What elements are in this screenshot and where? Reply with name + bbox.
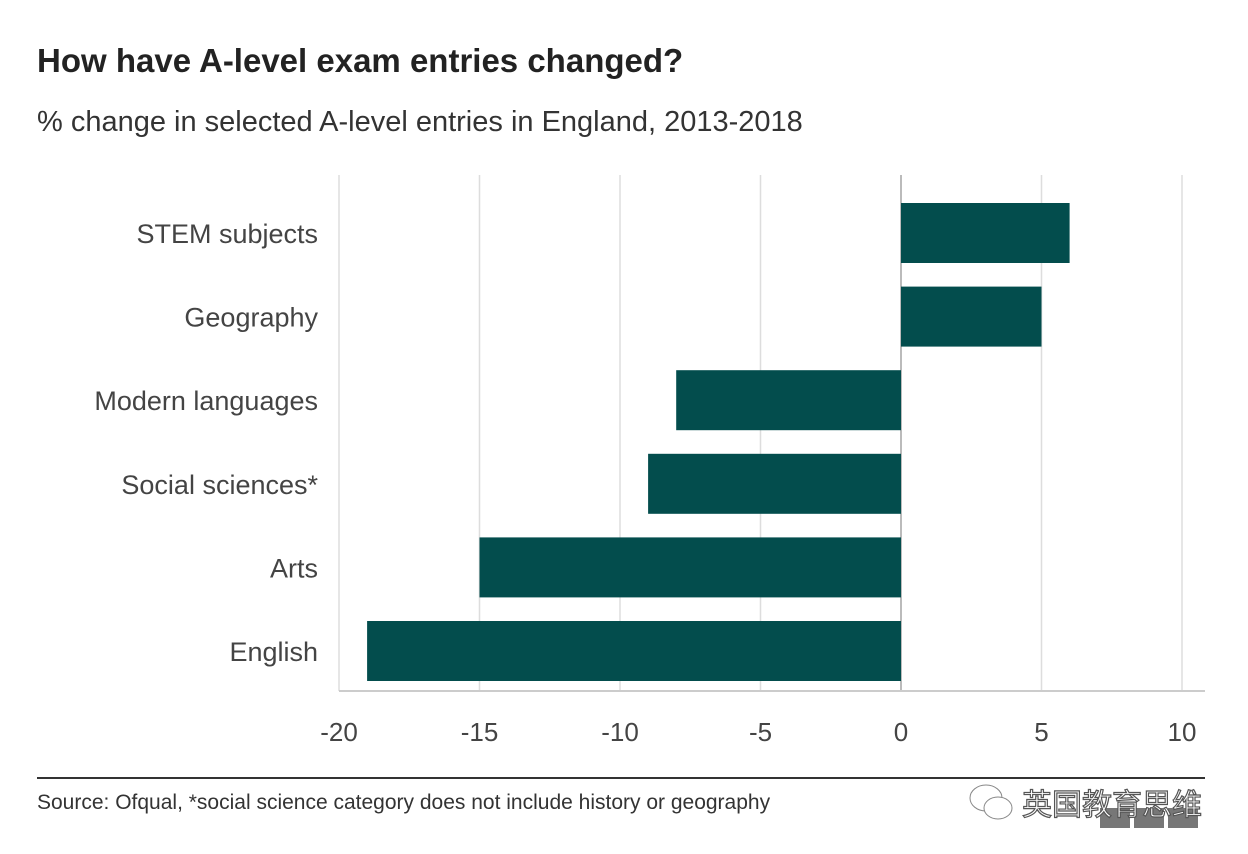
x-tick-label: -10 xyxy=(601,717,639,747)
bar xyxy=(648,453,901,514)
bbc-logo xyxy=(1100,808,1198,828)
chart-title: How have A-level exam entries changed? xyxy=(37,42,684,79)
category-label: Social sciences* xyxy=(121,470,318,500)
footer-rule xyxy=(37,777,1205,779)
bar xyxy=(676,370,901,431)
bar xyxy=(367,621,902,681)
x-tick-label: 10 xyxy=(1168,717,1197,747)
x-tick-label: -15 xyxy=(461,717,499,747)
bar xyxy=(479,537,901,598)
category-label: Arts xyxy=(270,553,318,583)
category-label: Geography xyxy=(184,303,318,333)
source-note: Source: Ofqual, *social science category… xyxy=(37,791,771,814)
x-tick-label: -5 xyxy=(749,717,772,747)
x-tick-label: -20 xyxy=(320,717,358,747)
bar xyxy=(901,286,1042,347)
x-tick-label: 5 xyxy=(1034,717,1048,747)
category-label: Modern languages xyxy=(94,386,318,416)
category-label: STEM subjects xyxy=(136,219,318,249)
chart-subtitle: % change in selected A-level entries in … xyxy=(37,106,803,138)
watermark-text: 英国教育思维 xyxy=(1021,788,1202,822)
bar xyxy=(901,203,1070,263)
watermark: 英国教育思维 xyxy=(968,780,1203,824)
category-label: English xyxy=(229,637,318,667)
x-tick-label: 0 xyxy=(894,717,908,747)
wechat-icon xyxy=(969,784,1013,820)
